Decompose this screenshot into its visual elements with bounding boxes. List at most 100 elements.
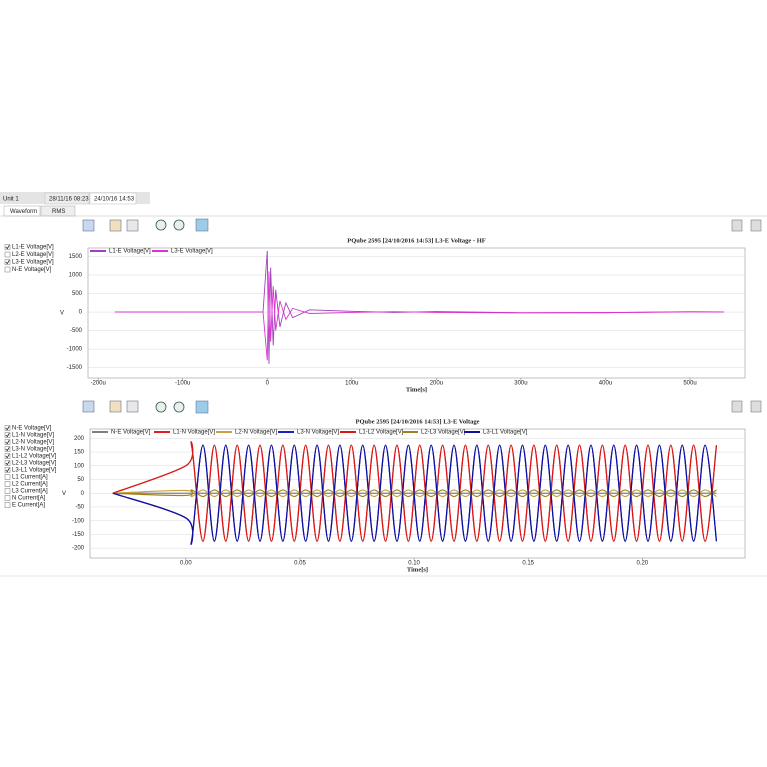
channel-label[interactable]: L1-E Voltage[V] [12,245,54,251]
tool-icon[interactable] [195,218,209,232]
checkbox[interactable] [4,488,11,494]
x-tick-label: 400u [599,381,612,387]
channel-label[interactable]: N-E Voltage[V] [12,426,52,432]
checkmark[interactable] [5,446,10,452]
x-tick-label: 0.00 [180,561,192,567]
channel-label[interactable]: L2-N Voltage[V] [12,440,54,446]
legend-label: L3-E Voltage[V] [171,249,213,255]
legend-label: L2-N Voltage[V] [235,430,277,436]
y-tick-label: 150 [74,450,85,456]
channel-label[interactable]: L1 Current[A] [12,475,48,481]
tool-icon[interactable] [109,400,122,413]
tab-active[interactable] [89,192,137,205]
view-tab-label[interactable]: RMS [52,209,65,215]
x-tick-label: -200u [90,381,105,387]
chart-title: PQube 2595 [24/10/2016 14:53] L3-E Volta… [347,237,486,244]
legend-label: N-E Voltage[V] [111,430,151,436]
checkmark[interactable] [5,453,10,459]
zoom-out-icon[interactable] [173,401,185,413]
print-icon[interactable] [750,400,762,413]
save-icon[interactable] [731,219,743,232]
zoom-in-icon[interactable] [155,401,167,413]
channel-label[interactable]: N-E Voltage[V] [12,267,52,273]
tool-icon[interactable] [82,219,95,232]
series-line [112,441,718,542]
checkbox[interactable] [4,474,11,480]
checkmark[interactable] [5,425,10,431]
channel-label[interactable]: L1-N Voltage[V] [12,433,54,439]
legend-label: L3-N Voltage[V] [297,430,339,436]
checkbox[interactable] [4,495,11,501]
checkmark[interactable] [5,467,10,473]
y-tick-label: -500 [70,328,83,334]
print-icon[interactable] [750,219,762,232]
channel-label[interactable]: L1-L2 Voltage[V] [12,454,57,460]
y-tick-label: 1500 [69,254,83,260]
tool-icon[interactable] [82,400,95,413]
channel-label[interactable]: L3-E Voltage[V] [12,260,54,266]
y-tick-label: 500 [72,291,83,297]
x-tick-label: 200u [430,381,443,387]
legend-label: L1-N Voltage[V] [173,430,215,436]
y-tick-label: 200 [74,436,85,442]
unit-label: Unit 1 [3,197,19,203]
checkmark[interactable] [5,439,10,445]
x-tick-label: 100u [345,381,358,387]
tool-icon[interactable] [109,219,122,232]
x-tick-label: 500u [683,381,696,387]
checkbox[interactable] [4,453,11,459]
checkmark[interactable] [5,259,10,265]
checkbox[interactable] [4,266,11,273]
checkbox[interactable] [4,425,11,431]
series-line [115,271,724,361]
tab[interactable] [44,192,90,205]
zoom-out-icon[interactable] [173,219,185,231]
y-tick-label: -1000 [67,347,83,353]
checkbox[interactable] [4,460,11,466]
checkbox[interactable] [4,439,11,445]
checkmark[interactable] [5,460,10,466]
checkbox[interactable] [4,502,11,508]
checkmark[interactable] [5,432,10,438]
legend-label: L1-L2 Voltage[V] [359,430,404,436]
checkbox[interactable] [4,446,11,452]
checkbox[interactable] [4,259,11,265]
save-icon[interactable] [731,400,743,413]
zoom-in-icon[interactable] [155,219,167,231]
channel-label[interactable]: L3-N Voltage[V] [12,447,54,453]
channel-label[interactable]: E Current[A] [12,503,45,509]
view-tab-label[interactable]: Waveform [10,209,37,215]
checkbox[interactable] [4,432,11,438]
y-tick-label: 100 [74,463,85,469]
checkbox[interactable] [4,251,11,258]
tab-label[interactable]: 28/11/16 08:23 [49,197,89,203]
y-tick-label: -200 [72,546,85,552]
checkbox[interactable] [4,467,11,473]
checkbox[interactable] [4,481,11,487]
legend-label: L2-L3 Voltage[V] [421,430,466,436]
checkmark[interactable] [5,244,10,250]
channel-label[interactable]: L2 Current[A] [12,482,48,488]
chart-title: PQube 2595 [24/10/2016 14:53] L3-E Volta… [355,418,479,425]
legend-label: L3-L1 Voltage[V] [483,430,528,436]
checkbox[interactable] [4,244,11,250]
tool-icon[interactable] [126,219,139,232]
tool-icon[interactable] [126,400,139,413]
x-tick-label: 0.05 [294,561,306,567]
x-tick-label: 0.20 [636,561,648,567]
channel-label[interactable]: L3-L1 Voltage[V] [12,468,57,474]
plot-area [87,247,746,379]
x-tick-label: 0 [266,381,270,387]
channel-label[interactable]: L2-E Voltage[V] [12,252,54,258]
x-tick-label: 0.15 [522,561,534,567]
channel-label[interactable]: L2-L3 Voltage[V] [12,461,57,467]
y-tick-label: 0 [79,310,83,316]
channel-label[interactable]: N Current[A] [12,496,46,502]
x-axis-label: Time[s] [406,386,427,393]
toolbar [82,218,762,414]
tab-label[interactable]: 24/10/16 14:53 [94,197,135,203]
tool-icon[interactable] [195,400,209,414]
channel-label[interactable]: L3 Current[A] [12,489,48,495]
y-axis-label: V [62,491,66,497]
